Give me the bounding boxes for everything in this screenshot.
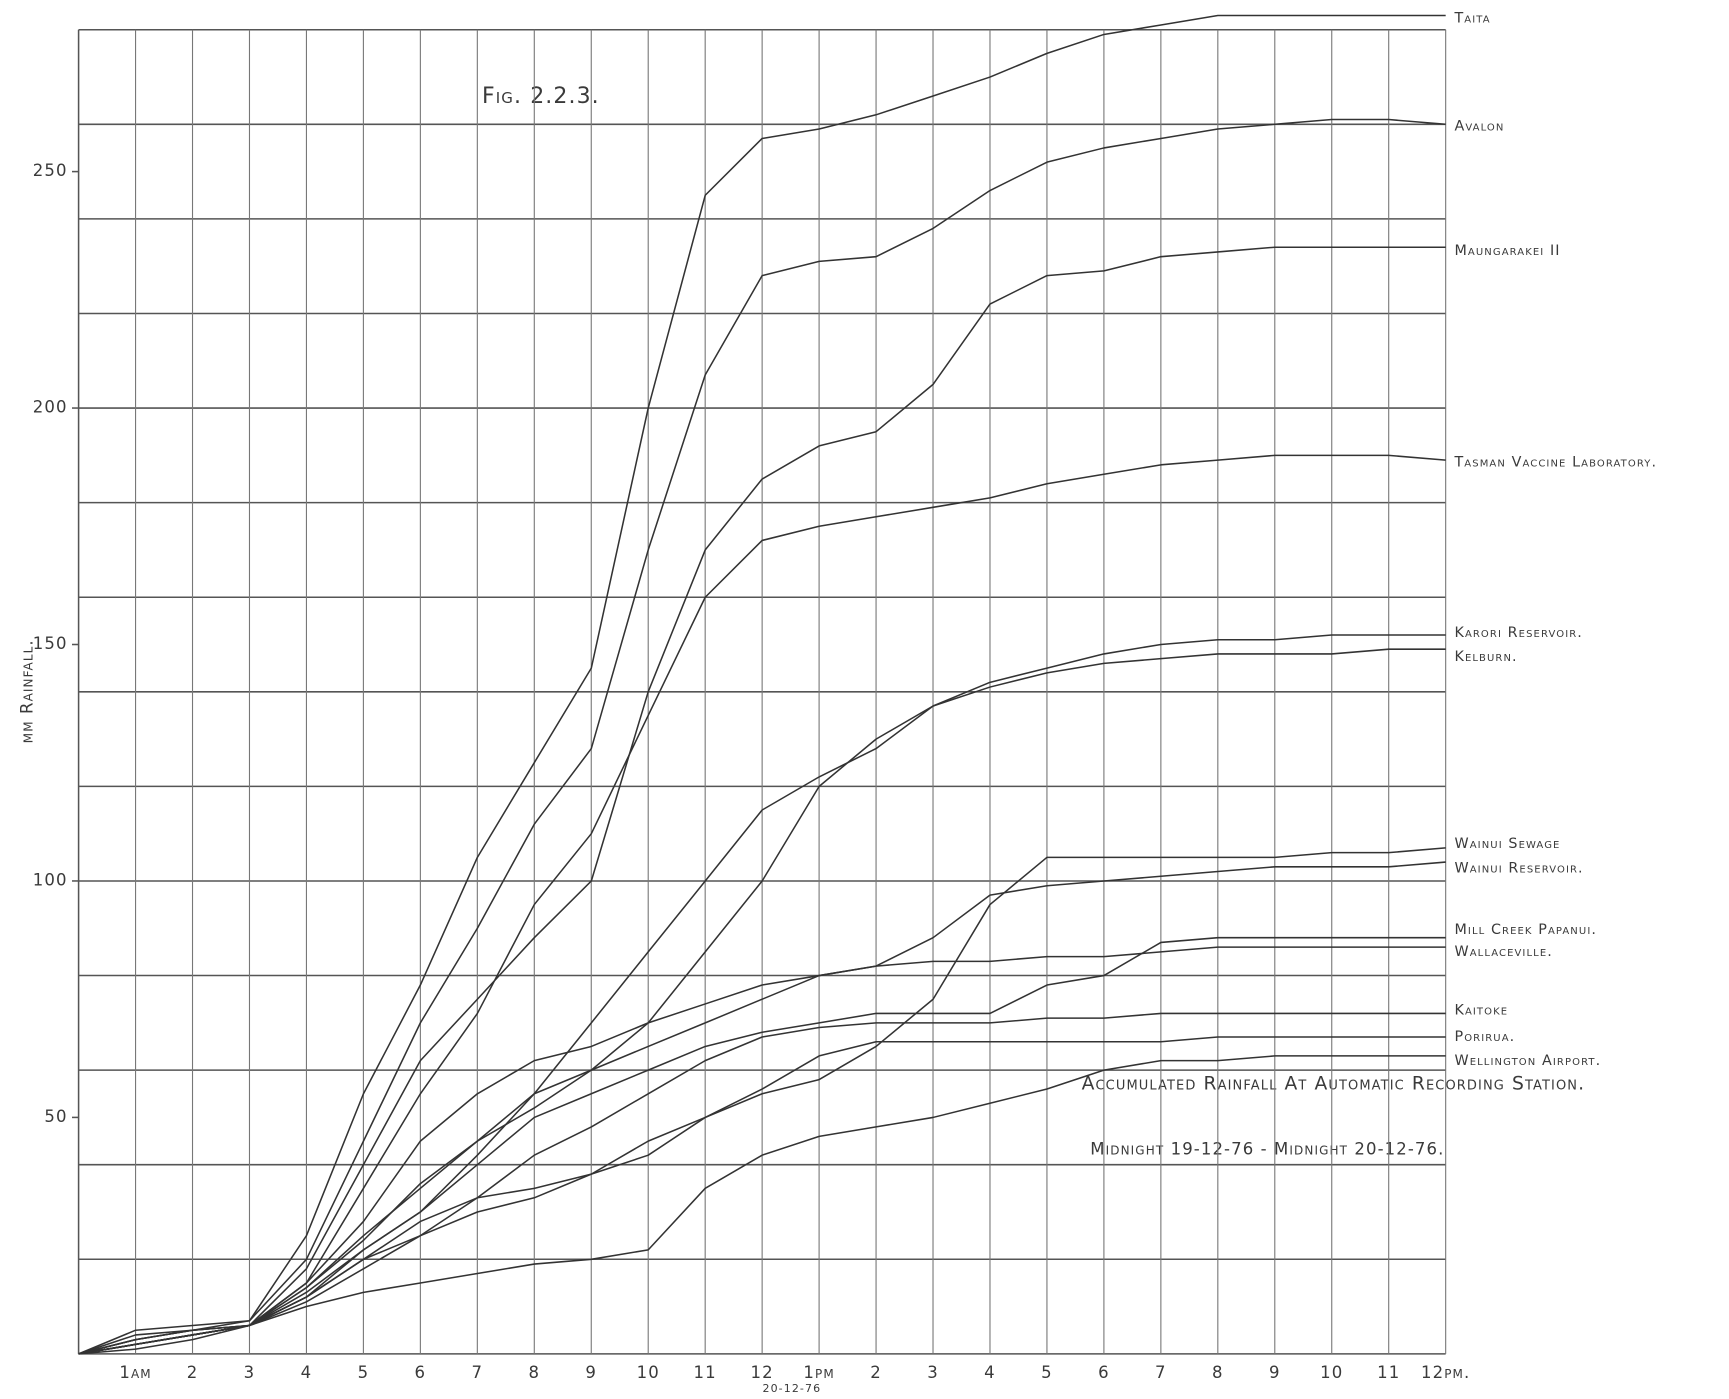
annotation: Accumulated Rainfall At Automatic Record… [1082,1074,1586,1095]
x-tick-label: 7 [472,1363,484,1382]
series-label: Avalon [1454,119,1504,135]
series-label: Kelburn. [1454,649,1517,665]
x-tick-label: 7 [1155,1363,1167,1382]
series-label: Tasman Vaccine Laboratory. [1453,454,1657,470]
x-tick-label: 6 [1098,1363,1110,1382]
x-tick-label: 3 [244,1363,256,1382]
period-note: Midnight 19-12-76 - Midnight 20-12-76. [1090,1140,1444,1159]
x-tick-label: 5 [358,1363,370,1382]
x-tick-label: 3 [927,1363,939,1382]
y-tick-label: 250 [33,161,68,180]
x-tick-label: 1am [119,1363,151,1382]
x-tick-label: 1pm [803,1363,834,1382]
x-tick-label: 5 [1041,1363,1053,1382]
series-label: Wallaceville. [1454,944,1552,960]
x-tick-label: 8 [1212,1363,1224,1382]
series-label: Karori Reservoir. [1454,625,1583,641]
x-tick-label: 2 [187,1363,199,1382]
chart: Fig. 2.2.3. mm Rainfall. Accumulated Rai… [0,0,1729,1399]
x-tick-label: 6 [415,1363,427,1382]
x-tick-label: 10 [637,1363,660,1382]
series-label: Maungarakei II [1454,243,1560,259]
y-axis-label: mm Rainfall. [17,639,36,743]
series-label: Mill Creek Papanui. [1454,922,1597,938]
x-tick-label: 12pm. [1421,1363,1470,1382]
x-tick-label: 12 [751,1363,774,1382]
chart-title: Fig. 2.2.3. [482,84,600,109]
y-tick-label: 100 [33,870,68,889]
series-label: Kaitoke [1454,1002,1508,1018]
series-label: Wainui Sewage [1454,836,1560,852]
x-tick-label: 10 [1320,1363,1343,1382]
series-label: Taita [1453,11,1490,27]
x-tick-label: 9 [585,1363,597,1382]
x-tick-label: 4 [984,1363,996,1382]
x-tick-label: 11 [694,1363,717,1382]
series-label: Wellington Airport. [1454,1053,1601,1069]
x-tick-label: 9 [1269,1363,1281,1382]
y-tick-label: 50 [44,1107,67,1126]
x-tick-label: 8 [528,1363,540,1382]
y-tick-label: 200 [33,398,68,417]
y-tick-label: 150 [33,634,68,653]
x-tick-label: 2 [870,1363,882,1382]
series-label: Porirua. [1454,1029,1515,1045]
series-label: Wainui Reservoir. [1454,860,1583,876]
x-tick-label: 4 [301,1363,313,1382]
date-label: 20-12-76 [762,1382,821,1395]
x-tick-label: 11 [1377,1363,1400,1382]
